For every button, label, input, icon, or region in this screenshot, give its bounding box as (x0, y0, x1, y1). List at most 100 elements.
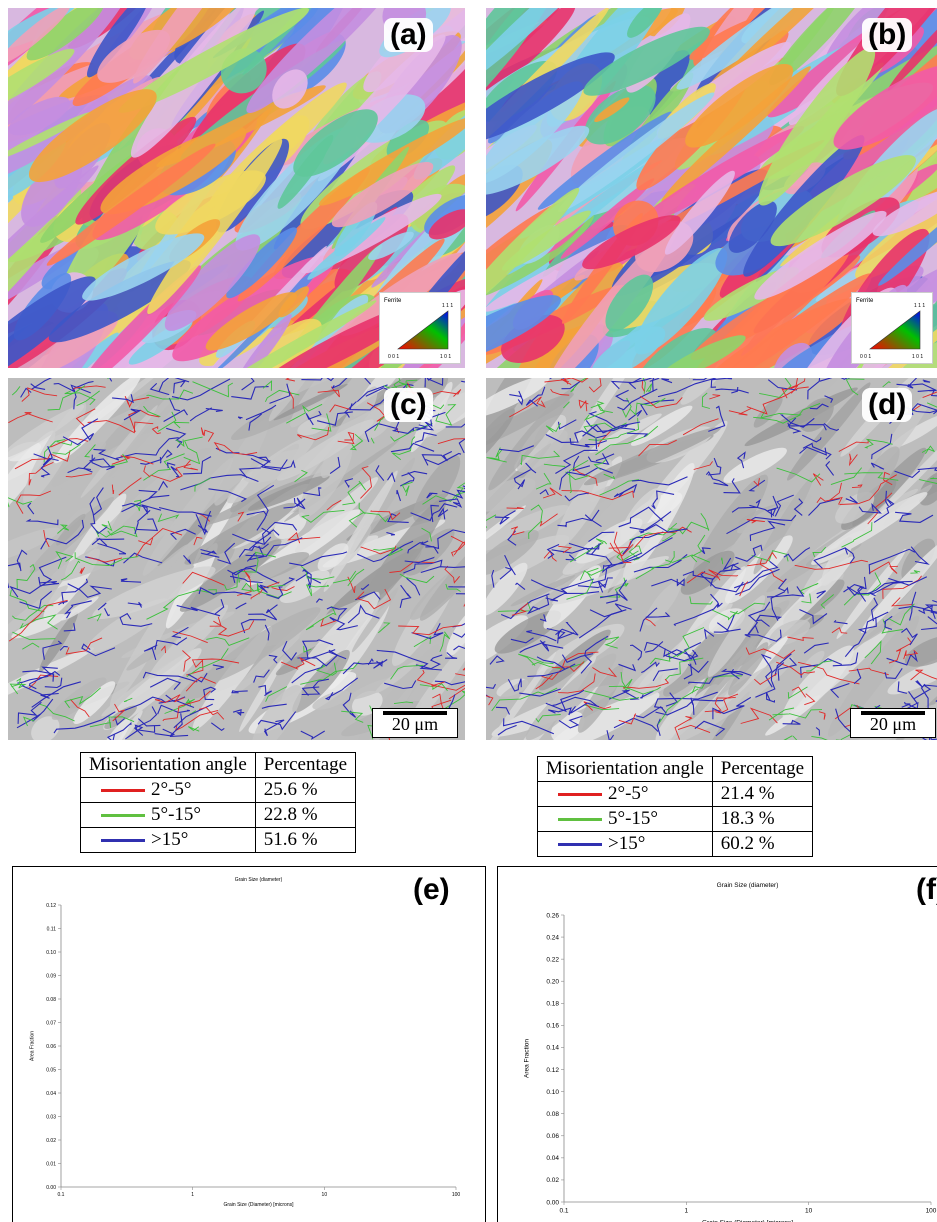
percentage-cell: 21.4 % (712, 782, 812, 807)
y-axis-label: Area Fraction (523, 1039, 530, 1078)
table-header: Misorientation angle (81, 753, 256, 778)
panel-label: (c) (384, 388, 433, 422)
table-row: 5°-15° 18.3 % (538, 807, 813, 832)
scale-bar-label: 20 μm (870, 714, 916, 734)
table-row: 5°-15° 22.8 % (81, 803, 356, 828)
angle-cell: 2°-5° (538, 782, 713, 807)
boundary-texture (486, 378, 937, 740)
percentage-cell: 60.2 % (712, 832, 812, 857)
y-tick-label: 0.08 (546, 1111, 559, 1118)
y-tick-label: 0.07 (46, 1020, 56, 1026)
scale-bar: 20 μm (372, 708, 458, 738)
boundary-map (8, 378, 465, 740)
ipf-map: Ferrite 0 0 1 1 0 1 1 1 1 (8, 8, 465, 368)
legend-swatch (558, 793, 602, 796)
y-tick-label: 0.00 (46, 1185, 56, 1191)
y-tick-label: 0.12 (546, 1067, 559, 1074)
ipf-key-corner: 1 1 1 (914, 303, 925, 309)
chart: Grain Size (diameter)0.000.020.040.060.0… (498, 867, 937, 1222)
y-tick-label: 0.14 (546, 1045, 559, 1052)
table-header: Percentage (255, 753, 355, 778)
ipf-key-corner: 0 0 1 (388, 354, 399, 360)
angle-label: 5°-15° (151, 804, 201, 825)
scale-bar-label: 20 μm (392, 714, 438, 734)
ipf-key-corner: 1 1 1 (442, 303, 453, 309)
y-tick-label: 0.24 (546, 934, 559, 941)
percentage-cell: 51.6 % (255, 828, 355, 853)
angle-cell: 5°-15° (538, 807, 713, 832)
panel-label: (f) (916, 873, 937, 906)
y-tick-label: 0.04 (546, 1155, 559, 1162)
legend-swatch (101, 814, 145, 817)
panel-label: (b) (862, 18, 912, 52)
y-tick-label: 0.12 (46, 903, 56, 909)
y-tick-label: 0.06 (546, 1133, 559, 1140)
ipf-key-title: Ferrite (856, 298, 874, 304)
boundary-texture (8, 378, 465, 740)
angle-cell: 2°-5° (81, 778, 256, 803)
percentage-cell: 25.6 % (255, 778, 355, 803)
chart-title: Grain Size (diameter) (717, 882, 779, 889)
chart-box: Grain Size (diameter)0.000.020.040.060.0… (497, 866, 937, 1222)
angle-label: 2°-5° (151, 779, 192, 800)
legend-swatch (101, 789, 145, 792)
chart-box: Grain Size (diameter) 0.00 0.01 0.02 0.03 0.0… (12, 866, 486, 1222)
x-tick-label: 100 (926, 1208, 937, 1215)
misorientation-table: Misorientation anglePercentage2°-5°21.4 … (537, 756, 813, 857)
ipf-key-corner: 1 0 1 (440, 354, 451, 360)
y-tick-label: 0.11 (47, 926, 57, 932)
y-tick-label: 0.06 (46, 1044, 56, 1050)
table-row: >15° 60.2 % (538, 832, 813, 857)
scale-bar-line (861, 711, 925, 715)
x-tick-label: 0.1 (559, 1208, 568, 1215)
ipf-key-title: Ferrite (384, 298, 402, 304)
y-tick-label: 0.10 (46, 950, 56, 956)
ipf-key: Ferrite 0 0 1 1 0 1 1 1 1 (379, 292, 461, 364)
angle-cell: >15° (81, 828, 256, 853)
scale-bar-line (383, 711, 447, 715)
y-tick-label: 0.04 (46, 1091, 56, 1097)
table-header-row: Misorientation anglePercentage (538, 757, 813, 782)
table-row: 2°-5° 25.6 % (81, 778, 356, 803)
y-tick-label: 0.09 (46, 973, 56, 979)
y-tick-label: 0.03 (46, 1114, 56, 1120)
boundary-map (486, 378, 937, 740)
table-header: Percentage (712, 757, 812, 782)
table-header-row: Misorientation anglePercentage (81, 753, 356, 778)
x-tick-label: 10 (322, 1192, 328, 1198)
panel-label: (a) (384, 18, 433, 52)
y-tick-label: 0.05 (46, 1067, 56, 1073)
x-tick-label: 1 (685, 1208, 689, 1215)
chart: Grain Size (diameter) 0.00 0.01 0.02 0.03 0.0… (13, 867, 486, 1222)
y-axis-label: Area Fraction (30, 1031, 36, 1061)
ipf-map: Ferrite 0 0 1 1 0 1 1 1 1 (486, 8, 937, 368)
ipf-key-corner: 1 0 1 (912, 354, 923, 360)
ipf-triangle (870, 311, 920, 349)
angle-label: >15° (608, 833, 645, 854)
legend-swatch (558, 843, 602, 846)
y-tick-label: 0.10 (546, 1089, 559, 1096)
chart-title: Grain Size (diameter) (235, 877, 283, 883)
percentage-cell: 22.8 % (255, 803, 355, 828)
ipf-key-graphic: Ferrite 0 0 1 1 0 1 1 1 1 (380, 293, 460, 363)
misorientation-table: Misorientation anglePercentage2°-5°25.6 … (80, 752, 356, 853)
angle-label: 5°-15° (608, 808, 658, 829)
x-axis-label: Grain Size (Diameter) [microns] (223, 1202, 294, 1208)
y-tick-label: 0.00 (546, 1199, 559, 1206)
legend-swatch (101, 839, 145, 842)
ipf-key-corner: 0 0 1 (860, 354, 871, 360)
percentage-cell: 18.3 % (712, 807, 812, 832)
angle-cell: >15° (538, 832, 713, 857)
y-tick-label: 0.01 (46, 1161, 56, 1167)
x-tick-label: 1 (191, 1192, 194, 1198)
panel-label: (e) (413, 873, 450, 906)
ipf-triangle (398, 311, 448, 349)
figure-page: { "panel_labels": ["(a)", "(b)", "(c)", … (0, 0, 937, 1222)
y-tick-label: 0.02 (46, 1138, 56, 1144)
ipf-key: Ferrite 0 0 1 1 0 1 1 1 1 (851, 292, 933, 364)
ipf-key-graphic: Ferrite 0 0 1 1 0 1 1 1 1 (852, 293, 932, 363)
y-tick-label: 0.20 (546, 979, 559, 986)
x-tick-label: 100 (452, 1192, 461, 1198)
legend-swatch (558, 818, 602, 821)
angle-label: >15° (151, 829, 188, 850)
